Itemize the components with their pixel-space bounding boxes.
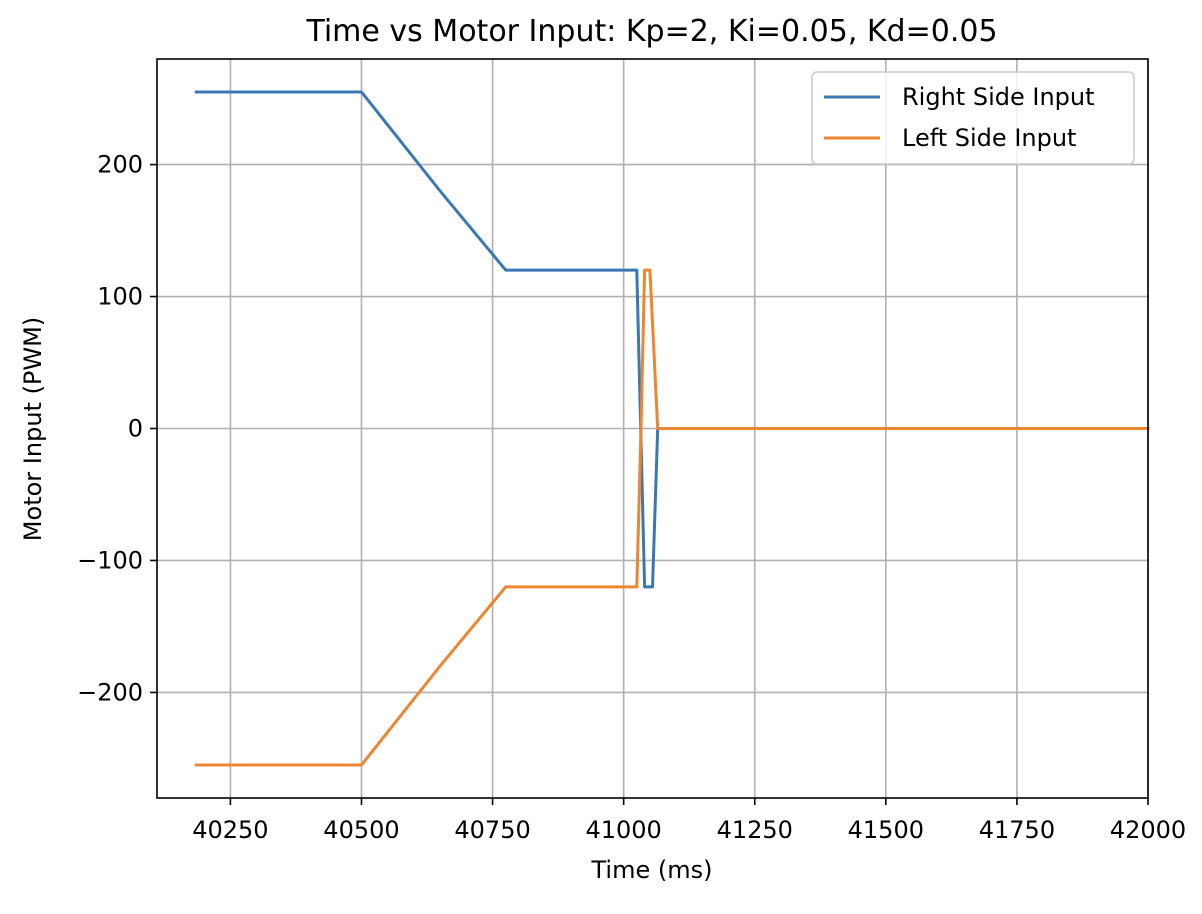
x-axis-label: Time (ms) xyxy=(591,856,713,884)
x-axis-ticks: 40250 40500 40750 41000 41250 41500 41750 42000 xyxy=(192,798,1186,844)
series-layer xyxy=(194,90,1150,767)
x-tick-label: 41500 xyxy=(848,816,924,844)
y-tick-label: 200 xyxy=(97,151,143,179)
chart-title: Time vs Motor Input: Kp=2, Ki=0.05, Kd=0… xyxy=(305,14,997,49)
legend-label: Left Side Input xyxy=(902,124,1076,152)
y-tick-label: −200 xyxy=(77,678,143,706)
x-tick-label: 40500 xyxy=(323,816,399,844)
series-line-left-side-input xyxy=(194,268,1150,767)
y-axis-label: Motor Input (PWM) xyxy=(19,317,47,541)
x-tick-label: 40750 xyxy=(454,816,530,844)
x-tick-label: 41000 xyxy=(585,816,661,844)
y-tick-label: −100 xyxy=(77,546,143,574)
x-tick-label: 40250 xyxy=(192,816,268,844)
y-axis-ticks: −200 −100 0 100 200 xyxy=(77,151,157,706)
y-tick-label: 100 xyxy=(97,283,143,311)
legend-label: Right Side Input xyxy=(902,83,1095,111)
y-tick-label: 0 xyxy=(128,415,143,443)
legend: Right Side Input Left Side Input xyxy=(811,71,1135,165)
legend-box xyxy=(811,71,1135,165)
x-tick-label: 41250 xyxy=(717,816,793,844)
x-tick-label: 41750 xyxy=(979,816,1055,844)
x-tick-label: 42000 xyxy=(1110,816,1186,844)
